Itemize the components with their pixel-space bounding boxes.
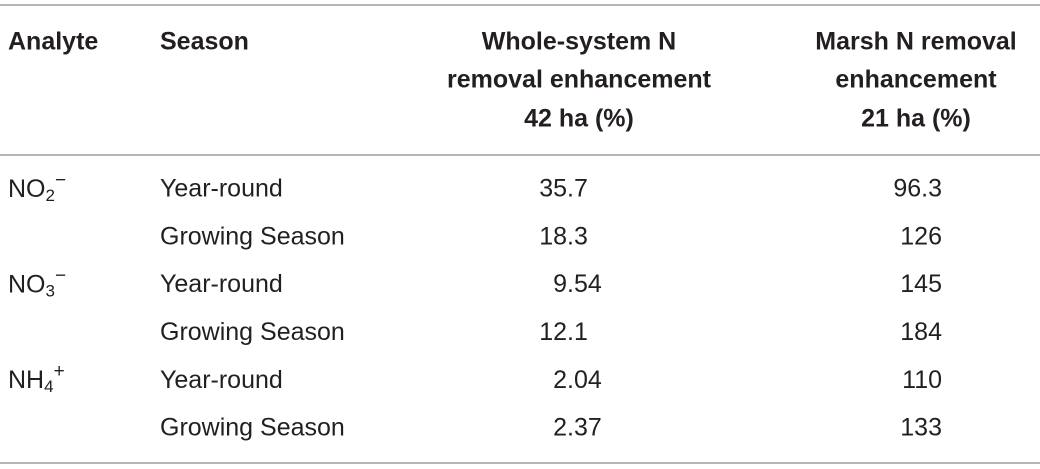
marsh-value: 110: [902, 366, 942, 394]
season: Growing Season: [160, 414, 345, 442]
season: Year-round: [160, 175, 283, 203]
analyte-sub: 2: [46, 186, 55, 205]
whole-value: 18.3: [539, 222, 588, 250]
marsh-value: 133: [900, 414, 942, 442]
header-whole: removal enhancement: [447, 66, 712, 94]
header-analyte: Analyte: [8, 28, 98, 56]
header-whole: Whole-system N: [482, 28, 676, 56]
header-marsh: enhancement: [835, 66, 997, 94]
season: Growing Season: [160, 318, 345, 346]
marsh-value: 145: [900, 270, 942, 298]
analyte-base: NO: [8, 270, 46, 298]
marsh-value: 184: [900, 318, 942, 346]
analyte-sub: 4: [44, 378, 53, 397]
header-marsh: Marsh N removal: [815, 28, 1016, 56]
analyte: NO3−: [8, 266, 66, 301]
analyte-base: NO: [8, 175, 46, 203]
season: Year-round: [160, 270, 283, 298]
whole-value: 2.04: [553, 366, 602, 394]
season: Year-round: [160, 366, 283, 394]
marsh-value: 126: [900, 222, 942, 250]
analyte-sub: 3: [46, 282, 55, 301]
header-season: Season: [160, 28, 249, 56]
whole-value: 35.7: [539, 175, 588, 203]
analyte: NH4+: [8, 361, 65, 396]
whole-value: 12.1: [539, 318, 588, 346]
whole-value: 9.54: [553, 270, 602, 298]
analyte-sup: +: [54, 361, 65, 382]
whole-value: 2.37: [553, 414, 602, 442]
marsh-value: 96.3: [893, 175, 942, 203]
analyte-base: NH: [8, 366, 44, 394]
season: Growing Season: [160, 222, 345, 250]
analyte: NO2−: [8, 170, 66, 205]
header-whole: 42 ha (%): [524, 105, 634, 133]
header-marsh: 21 ha (%): [861, 105, 971, 133]
analyte-sup: −: [55, 266, 66, 287]
analyte-sup: −: [55, 170, 66, 191]
